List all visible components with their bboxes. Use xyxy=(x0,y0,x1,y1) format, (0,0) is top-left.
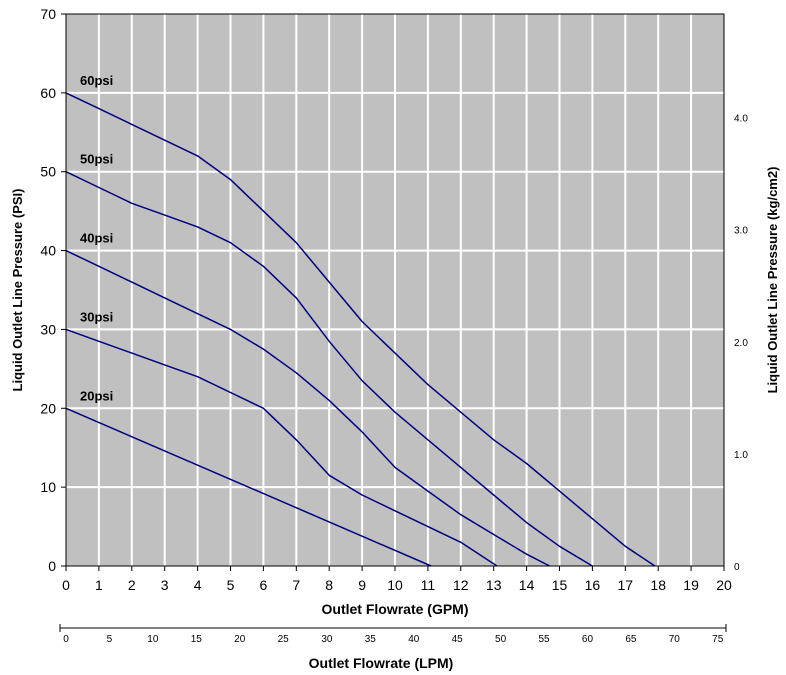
series-group xyxy=(65,92,656,567)
x-tick-label: 11 xyxy=(421,577,436,593)
y-right-tick-label: 3.0 xyxy=(734,225,748,236)
x-secondary-tick-label: 65 xyxy=(625,634,637,645)
y-right-tick-label: 1.0 xyxy=(734,450,748,461)
y-left-tick-label: 70 xyxy=(40,6,56,22)
y-right-tick-label: 4.0 xyxy=(734,113,748,124)
x-tick-label: 7 xyxy=(292,577,300,593)
curve-label: 60psi xyxy=(80,73,113,88)
x-secondary-tick-label: 60 xyxy=(582,634,594,645)
y-right-tick-label: 2.0 xyxy=(734,338,748,349)
x-tick-label: 17 xyxy=(618,577,634,593)
x-secondary-tick-label: 70 xyxy=(669,634,681,645)
x-tick-label: 10 xyxy=(387,577,403,593)
y-left-tick-label: 10 xyxy=(40,479,56,495)
series-line-50psi xyxy=(65,171,593,567)
x-secondary-tick-label: 35 xyxy=(365,634,377,645)
x-secondary-tick-label: 30 xyxy=(321,634,333,645)
x-tick-label: 2 xyxy=(128,577,136,593)
x-tick-label: 14 xyxy=(519,577,535,593)
x-tick-label: 19 xyxy=(683,577,699,593)
curve-label: 30psi xyxy=(80,309,113,324)
x-tick-label: 9 xyxy=(358,577,366,593)
x-tick-label: 18 xyxy=(650,577,666,593)
curve-label: 50psi xyxy=(80,152,113,167)
curve-label: 20psi xyxy=(80,388,113,403)
x-secondary-tick-label: 55 xyxy=(538,634,550,645)
x-tick-label: 0 xyxy=(62,577,70,593)
x-secondary-tick-label: 75 xyxy=(712,634,724,645)
x-tick-label: 15 xyxy=(552,577,568,593)
y-left-tick-label: 50 xyxy=(40,164,56,180)
x-secondary-tick-label: 10 xyxy=(147,634,159,645)
series-line-20psi xyxy=(65,407,432,567)
x-tick-label: 8 xyxy=(325,577,333,593)
y-left-axis-title: Liquid Outlet Line Pressure (PSI) xyxy=(10,189,25,392)
x-secondary-tick-label: 40 xyxy=(408,634,420,645)
series-line-40psi xyxy=(65,249,550,567)
x-tick-label: 5 xyxy=(227,577,235,593)
curve-label: 40psi xyxy=(80,231,113,246)
labels-group: 60psi 50psi 40psi 30psi 20psi xyxy=(80,73,113,403)
x-tick-label: 6 xyxy=(260,577,268,593)
x-secondary-tick-label: 50 xyxy=(495,634,507,645)
y-right-axis-title: Liquid Outlet Line Pressure (kg/cm2) xyxy=(765,167,780,394)
x-secondary-tick-label: 15 xyxy=(191,634,203,645)
y-left-tick-label: 40 xyxy=(40,243,56,259)
x-tick-label: 13 xyxy=(486,577,502,593)
x-tick-label: 16 xyxy=(585,577,601,593)
series-line-30psi xyxy=(65,328,498,567)
x-secondary-axis-title: Outlet Flowrate (LPM) xyxy=(309,655,454,671)
x-secondary-tick-label: 45 xyxy=(452,634,464,645)
x-axis-title: Outlet Flowrate (GPM) xyxy=(322,601,469,617)
x-tick-label: 4 xyxy=(194,577,202,593)
x-tick-label: 3 xyxy=(161,577,169,593)
y-left-tick-label: 0 xyxy=(48,558,56,574)
y-left-tick-label: 60 xyxy=(40,85,56,101)
x-secondary-tick-label: 0 xyxy=(63,634,69,645)
x-secondary-tick-label: 25 xyxy=(278,634,290,645)
x-secondary-tick-label: 5 xyxy=(107,634,113,645)
series-line-60psi xyxy=(65,92,656,567)
y-left-tick-label: 20 xyxy=(40,400,56,416)
grid-lines xyxy=(66,14,724,566)
x-secondary-tick-label: 20 xyxy=(234,634,246,645)
x-tick-label: 1 xyxy=(95,577,103,593)
x-tick-label: 20 xyxy=(716,577,732,593)
y-left-tick-label: 30 xyxy=(40,321,56,337)
x-tick-label: 12 xyxy=(453,577,469,593)
y-right-tick-label: 0 xyxy=(734,562,740,573)
